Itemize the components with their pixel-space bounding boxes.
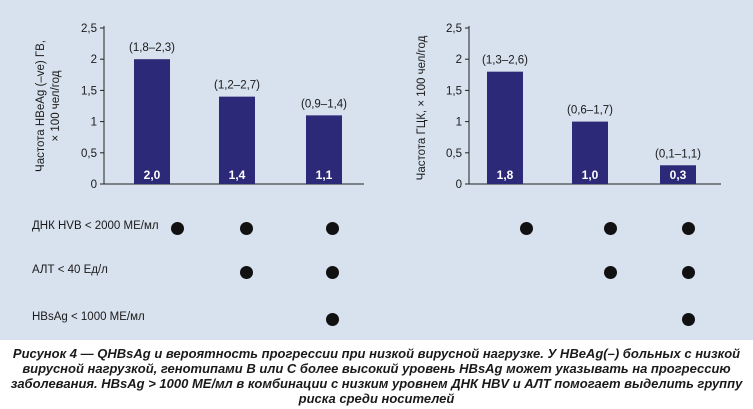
- chart1-y-tick-label: 2: [91, 54, 97, 66]
- criterion-dot-right: [681, 221, 695, 235]
- chart1-bar-value-label: 1,4: [229, 168, 246, 182]
- criterion-dot-left: [325, 312, 339, 326]
- chart2-y-tick-label: 2,5: [446, 23, 462, 35]
- criterion-dot-left: [170, 221, 184, 235]
- chart2-y-tick-label: 1: [456, 117, 462, 129]
- chart2-y-tick-label: 0: [456, 179, 462, 191]
- chart1-bar: [134, 59, 170, 185]
- chart1-bar-value-label: 1,1: [316, 168, 333, 182]
- chart1-y-tick-label: 2,5: [81, 23, 97, 35]
- criterion-dot-right: [681, 312, 695, 326]
- chart2-y-axis-label: Частота ГЦК, × 100 чел/год: [416, 35, 428, 180]
- chart1-ci-label: (0,9–1,4): [301, 98, 347, 110]
- chart1-y-tick-label: 1,5: [81, 85, 97, 97]
- chart2-bar-value-label: 1,8: [497, 168, 514, 182]
- chart1-ci-label: (1,8–2,3): [129, 42, 175, 54]
- chart2-y-tick-label: 0,5: [446, 148, 462, 160]
- criterion-dot-right: [681, 265, 695, 279]
- chart1-y-axis-label-line2: × 100 чел/год: [50, 70, 62, 141]
- criterion-dot-left: [325, 265, 339, 279]
- chart2-bar: [660, 165, 696, 184]
- chart1-y-tick-label: 0: [91, 179, 97, 191]
- criterion-label: АЛТ < 40 Ед/л: [32, 264, 108, 276]
- chart2-ci-label: (1,3–2,6): [482, 55, 528, 67]
- figure-panel: 0 0,5 1 1,5 2 2,5 Частота HBeAg (–ve) ГВ, × 100…: [0, 0, 753, 340]
- chart2-bar: [487, 71, 523, 184]
- chart2-bar-value-label: 0,3: [670, 168, 687, 182]
- bar-charts: 0 0,5 1 1,5 2 2,5 Частота HBeAg (–ve) ГВ, × 100…: [35, 23, 721, 191]
- chart1-bar: [306, 115, 342, 184]
- chart1-y-tick-label: 0,5: [81, 148, 97, 160]
- criterion-dot-right: [603, 221, 617, 235]
- chart1-y-axis-label-line1: Частота HBeAg (–ve) ГВ,: [35, 40, 47, 172]
- chart2-y-tick-label: 1,5: [446, 85, 462, 97]
- criterion-label: ДНК HVB < 2000 МЕ/мл: [32, 220, 159, 232]
- chart1-bar: [219, 96, 255, 184]
- criterion-dot-right: [603, 265, 617, 279]
- chart2-bar: [572, 121, 608, 184]
- figure-caption: Рисунок 4 — QHBsAg и вероятность прогрес…: [10, 346, 743, 406]
- chart2-ci-label: (0,6–1,7): [567, 105, 613, 117]
- chart1-ci-label: (1,2–2,7): [214, 80, 260, 92]
- criterion-dot-left: [325, 221, 339, 235]
- chart1-y-tick-label: 1: [91, 117, 97, 129]
- criterion-dot-right: [519, 221, 533, 235]
- criteria-matrix: ДНК HVB < 2000 МЕ/мл АЛТ < 40 Ед/л HBsAg <…: [0, 200, 753, 340]
- chart2-ci-label: (0,1–1,1): [655, 148, 701, 160]
- criterion-label: HBsAg < 1000 МЕ/мл: [32, 311, 145, 323]
- criterion-dot-left: [239, 221, 253, 235]
- chart2-y-tick-label: 2: [456, 54, 462, 66]
- chart2-bar-value-label: 1,0: [582, 168, 599, 182]
- criterion-dot-left: [239, 265, 253, 279]
- chart1-bar-value-label: 2,0: [144, 168, 161, 182]
